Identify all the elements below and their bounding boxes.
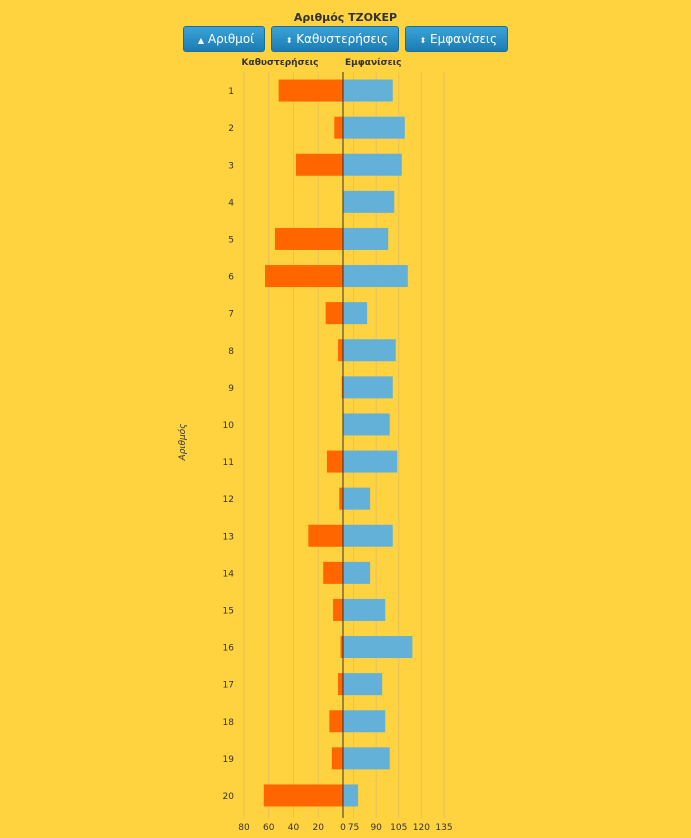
category-label: 2	[228, 124, 234, 134]
appearance-bar	[343, 413, 390, 436]
left-axis-tick-label: 80	[238, 823, 250, 833]
category-label: 10	[223, 421, 235, 431]
category-label: 12	[223, 495, 234, 505]
sort-by-appearances-label: Εμφανίσεις	[430, 32, 498, 46]
chart-title: Αριθμός ΤΖΟΚΕΡ	[293, 11, 398, 24]
category-label: 14	[223, 569, 235, 579]
left-axis-tick-label: 20	[313, 823, 325, 833]
category-label: 6	[228, 273, 234, 283]
sort-by-delays-label: Καθυστερήσεις	[296, 32, 389, 46]
category-label: 19	[223, 755, 235, 765]
appearance-bar	[343, 339, 396, 362]
appearance-bar	[343, 747, 390, 770]
appearance-bar	[343, 190, 395, 213]
appearance-bar	[343, 673, 383, 696]
category-label: 3	[228, 161, 234, 171]
y-axis-title: Αριθμός	[177, 424, 188, 462]
appearance-bar	[343, 265, 408, 288]
right-axis-tick-label: 135	[435, 823, 452, 833]
appearance-bar	[343, 376, 393, 399]
sort-button-group: ▲ Αριθμοί ⬍ Καθυστερήσεις ⬍ Εμφανίσεις	[0, 26, 691, 52]
delay-bar	[295, 153, 343, 176]
category-label: 20	[223, 792, 235, 802]
appearance-bar	[343, 153, 402, 176]
category-label: 11	[223, 458, 234, 468]
delay-bar	[333, 598, 343, 621]
category-label: 9	[228, 384, 234, 394]
right-series-header: Εμφανίσεις	[345, 57, 402, 68]
delay-bar	[263, 784, 343, 807]
sort-by-number-button[interactable]: ▲ Αριθμοί	[182, 26, 266, 52]
delay-bar	[338, 339, 343, 362]
appearance-bar	[343, 450, 398, 473]
appearance-bar	[343, 227, 389, 250]
category-label: 13	[223, 532, 234, 542]
appearance-bar	[343, 636, 413, 659]
delay-bar	[308, 524, 343, 547]
delay-bar	[339, 487, 343, 510]
category-label: 18	[223, 718, 235, 728]
right-axis-tick-label: 75	[348, 823, 359, 833]
delay-bar	[323, 561, 343, 584]
category-label: 1	[228, 87, 234, 97]
delay-bar	[338, 673, 343, 696]
delay-bar	[341, 376, 343, 399]
right-axis-tick-label: 105	[390, 823, 407, 833]
appearance-bar	[343, 302, 368, 325]
delay-bar	[325, 302, 343, 325]
appearance-bar	[343, 710, 386, 733]
sort-updown-icon: ⬍	[285, 36, 293, 45]
sort-by-appearances-button[interactable]: ⬍ Εμφανίσεις	[405, 26, 509, 52]
right-axis-tick-label: 90	[370, 823, 382, 833]
sort-up-icon: ▲	[197, 36, 205, 45]
delay-bar	[265, 265, 343, 288]
delay-bar	[331, 747, 343, 770]
sort-updown-icon: ⬍	[419, 36, 427, 45]
category-label: 4	[228, 198, 234, 208]
category-label: 17	[223, 681, 234, 691]
delay-bar	[334, 116, 343, 139]
category-label: 8	[228, 347, 234, 357]
delay-bar	[274, 227, 343, 250]
appearance-bar	[343, 561, 371, 584]
appearance-bar	[343, 79, 393, 102]
appearance-bar	[343, 487, 371, 510]
left-axis-tick-label: 60	[263, 823, 275, 833]
delay-bar	[329, 710, 343, 733]
category-label: 15	[223, 606, 234, 616]
delay-bar	[326, 450, 343, 473]
category-label: 5	[228, 235, 234, 245]
right-axis-tick-label: 120	[413, 823, 430, 833]
appearance-bar	[343, 598, 386, 621]
category-label: 7	[228, 310, 234, 320]
appearance-bar	[343, 524, 393, 547]
category-label: 16	[223, 644, 235, 654]
left-axis-tick-label: 40	[288, 823, 300, 833]
left-axis-tick-label: 0	[340, 823, 346, 833]
sort-by-delays-button[interactable]: ⬍ Καθυστερήσεις	[271, 26, 400, 52]
appearance-bar	[343, 116, 405, 139]
sort-by-number-label: Αριθμοί	[207, 32, 255, 46]
delay-bar	[278, 79, 343, 102]
appearance-bar	[343, 784, 359, 807]
left-series-header: Καθυστερήσεις	[242, 58, 319, 68]
delay-bar	[340, 636, 343, 659]
